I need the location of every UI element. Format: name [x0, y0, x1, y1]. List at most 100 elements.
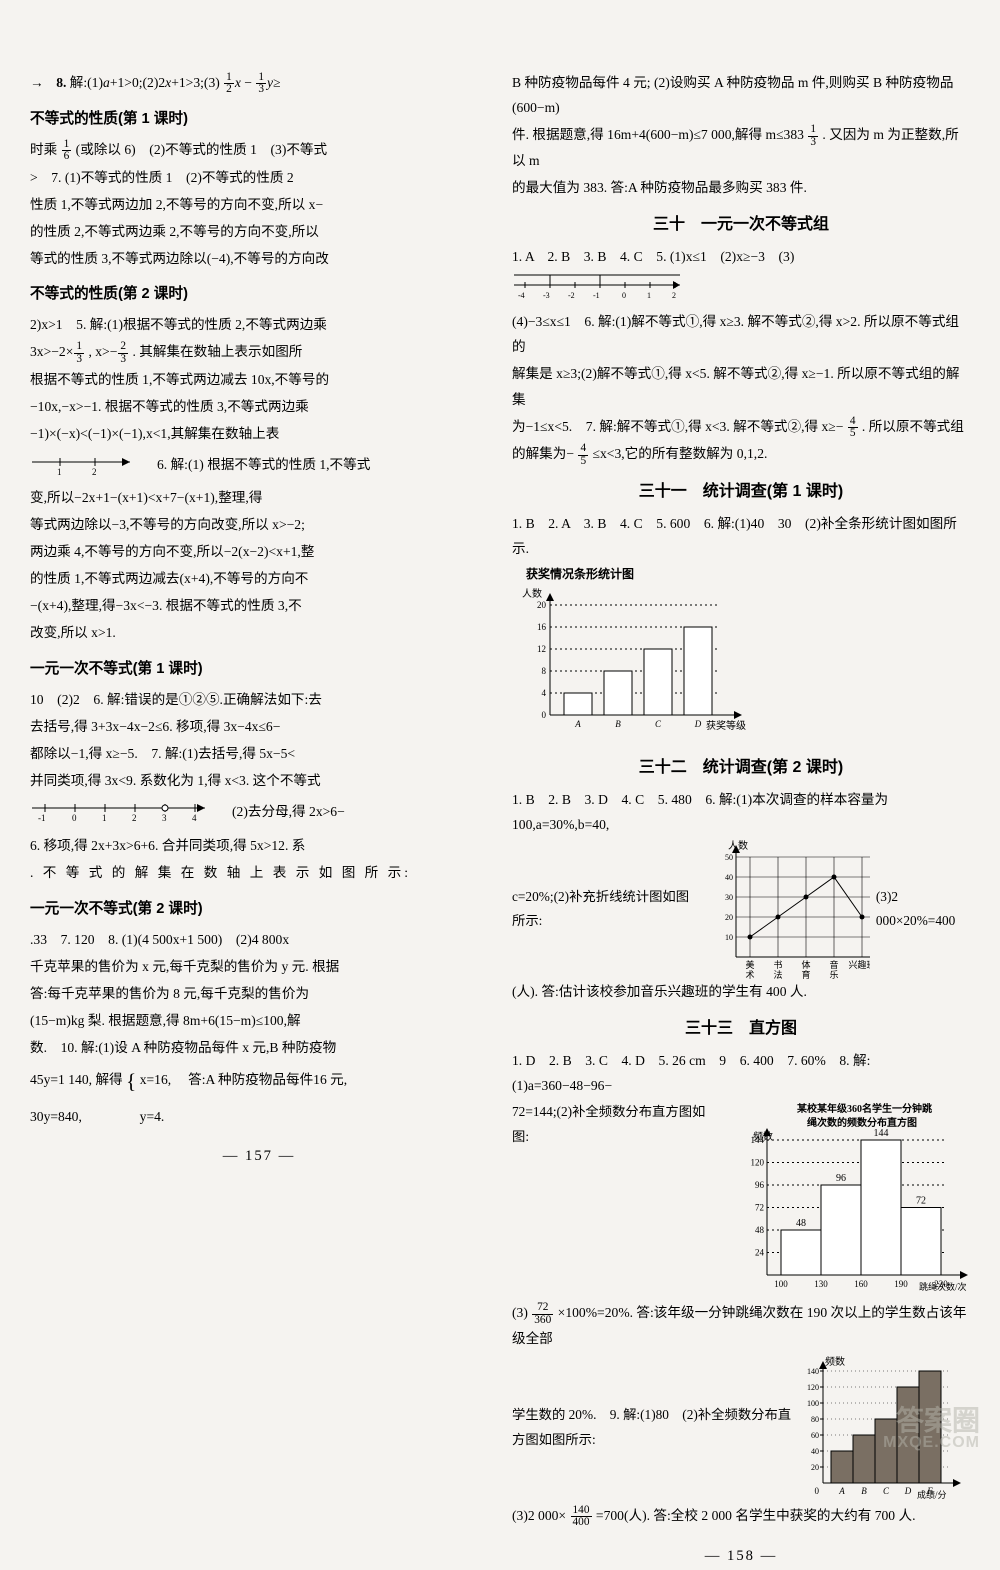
line-chart-32: 人数 1020304050 美术书法体育音乐兴趣班: [704, 839, 870, 979]
svg-text:190: 190: [894, 1279, 908, 1289]
svg-text:成绩/分: 成绩/分: [917, 1489, 947, 1500]
number-line-2: -1 0 1 2 3 4: [30, 795, 215, 823]
svg-text:某校某年级360名学生一分钟跳: 某校某年级360名学生一分钟跳: [797, 1102, 932, 1115]
p: 的性质 2,不等式两边乘 2,不等号的方向不变,所以: [30, 219, 488, 244]
p: 学生数的 20%. 9. 解:(1)80 (2)补全频数分布直方图如图所示:: [512, 1403, 795, 1452]
p: 的最大值为 383. 答:A 种防疫物品最多购买 383 件.: [512, 175, 970, 200]
chart31-title: 获奖情况条形统计图: [526, 563, 970, 585]
svg-text:-2: -2: [568, 291, 575, 299]
svg-text:80: 80: [811, 1415, 819, 1424]
p: 6. 移项,得 2x+3x>6+6. 合并同类项,得 5x>12. 系: [30, 833, 488, 858]
p: 件. 根据题意,得 16m+4(600−m)≤7 000,解得 m≤383 13…: [512, 122, 970, 173]
p: 的解集为− 45 ≤x<3,它的所有整数解为 0,1,2.: [512, 441, 970, 467]
svg-text:-1: -1: [38, 813, 46, 823]
p: 1. B 2. B 3. D 4. C 5. 480 6. 解:(1)本次调查的…: [512, 787, 970, 837]
heading-33: 三十三 直方图: [512, 1014, 970, 1044]
svg-text:跳绳次数/次: 跳绳次数/次: [919, 1281, 967, 1292]
right-column: B 种防疫物品每件 4 元; (2)设购买 A 种防疫物品 m 件,则购买 B …: [500, 70, 982, 1441]
svg-text:96: 96: [836, 1173, 846, 1184]
histogram-33: 某校某年级360名学生一分钟跳 绳次数的频数分布直方图 频数 244872961…: [717, 1100, 970, 1300]
p: 30y=840, y=4.: [30, 1104, 488, 1129]
svg-text:96: 96: [755, 1180, 765, 1190]
svg-text:72: 72: [755, 1203, 764, 1213]
svg-text:获奖等级: 获奖等级: [706, 719, 746, 732]
p: −(x+4),整理,得−3x<−3. 根据不等式的性质 3,不: [30, 593, 488, 618]
svg-text:C: C: [883, 1486, 890, 1496]
p: 10 (2)2 6. 解:错误的是①②⑤.正确解法如下:去: [30, 687, 488, 712]
p: 1. B 2. A 3. B 4. C 5. 600 6. 解:(1)40 30…: [512, 511, 970, 561]
svg-text:0: 0: [622, 291, 626, 299]
p: 去括号,得 3+3x−4x−2≤6. 移项,得 3x−4x≤6−: [30, 714, 488, 739]
svg-text:2: 2: [132, 813, 137, 823]
p: 2)x>1 5. 解:(1)根据不等式的性质 2,不等式两边乘: [30, 312, 488, 337]
svg-text:音: 音: [829, 959, 838, 970]
svg-text:0: 0: [542, 710, 547, 720]
svg-text:120: 120: [750, 1158, 764, 1168]
svg-text:-1: -1: [593, 291, 600, 299]
p: c=20%;(2)补充折线统计图如图所示:: [512, 885, 698, 934]
watermark: 答案圈 MXQE.COM: [883, 1407, 980, 1451]
svg-text:2: 2: [92, 467, 97, 475]
p: 改变,所以 x>1.: [30, 620, 488, 645]
left-column: → 8. 解:(1)a+1>0;(2)2x+1>3;(3) 12x − 13y≥…: [18, 70, 500, 1441]
svg-text:144: 144: [873, 1128, 888, 1139]
p: 都除以−1,得 x≥−5. 7. 解:(1)去括号,得 5x−5<: [30, 741, 488, 766]
p: −1)×(−x)<(−1)×(−1),x<1,其解集在数轴上表: [30, 421, 488, 446]
p: 千克苹果的售价为 x 元,每千克梨的售价为 y 元. 根据: [30, 954, 488, 979]
svg-text:40: 40: [725, 873, 733, 882]
svg-text:1: 1: [102, 813, 107, 823]
page-number-left: — 157 —: [30, 1143, 488, 1170]
p: 1 2 6. 解:(1) 根据不等式的性质 1,不等式: [30, 449, 488, 483]
p: -1 0 1 2 3 4 (2)去分母,得 2x>6−: [30, 795, 488, 831]
svg-text:60: 60: [811, 1431, 819, 1440]
heading-2: 不等式的性质(第 2 课时): [30, 281, 488, 308]
svg-text:乐: 乐: [829, 969, 838, 979]
p: 1. D 2. B 3. C 4. D 5. 26 cm 9 6. 400 7.…: [512, 1048, 970, 1098]
svg-text:频数: 频数: [825, 1355, 845, 1368]
svg-text:法: 法: [773, 969, 782, 979]
svg-text:D: D: [694, 719, 702, 729]
svg-text:1: 1: [647, 291, 651, 299]
p: 解集是 x≥3;(2)解不等式①,得 x<5. 解不等式②,得 x≥−1. 所以…: [512, 361, 970, 411]
svg-text:3: 3: [162, 813, 167, 823]
p: 时乘 16 (或除以 6) (2)不等式的性质 1 (3)不等式: [30, 137, 488, 163]
p: 变,所以−2x+1−(x+1)<x+7−(x+1),整理,得: [30, 485, 488, 510]
svg-text:140: 140: [807, 1367, 819, 1376]
svg-text:-3: -3: [543, 291, 550, 299]
svg-text:10: 10: [725, 933, 733, 942]
svg-text:兴趣班: 兴趣班: [848, 959, 869, 970]
p: .33 7. 120 8. (1)(4 500x+1 500) (2)4 800…: [30, 927, 488, 952]
svg-text:48: 48: [755, 1225, 765, 1235]
heading-3: 一元一次不等式(第 1 课时): [30, 656, 488, 683]
svg-text:4: 4: [542, 688, 547, 698]
svg-text:体: 体: [801, 959, 810, 970]
svg-text:2: 2: [672, 291, 676, 299]
p: 72=144;(2)补全频数分布直方图如图:: [512, 1100, 717, 1149]
p: 1. A 2. B 3. B 4. C 5. (1)x≤1 (2)x≥−3 (3…: [512, 244, 970, 307]
svg-text:50: 50: [725, 853, 733, 862]
p: (人). 答:估计该校参加音乐兴趣班的学生有 400 人.: [512, 979, 970, 1004]
svg-text:育: 育: [801, 969, 810, 979]
p: 等式的性质 3,不等式两边除以(−4),不等号的方向改: [30, 246, 488, 271]
p: −10x,−x>−1. 根据不等式的性质 3,不等式两边乘: [30, 394, 488, 419]
p: 两边乘 4,不等号的方向不变,所以−2(x−2)<x+1,整: [30, 539, 488, 564]
svg-text:100: 100: [807, 1399, 819, 1408]
p: > 7. (1)不等式的性质 1 (2)不等式的性质 2: [30, 165, 488, 190]
heading-4: 一元一次不等式(第 2 课时): [30, 896, 488, 923]
p: 等式两边除以−3,不等号的方向改变,所以 x>−2;: [30, 512, 488, 537]
p: 为−1≤x<5. 7. 解:解不等式①,得 x<3. 解不等式②,得 x≥− 4…: [512, 414, 970, 440]
svg-text:人数: 人数: [522, 587, 542, 600]
svg-text:A: A: [574, 719, 581, 729]
p: . 不 等 式 的 解 集 在 数 轴 上 表 示 如 图 所 示:: [30, 860, 488, 885]
intro-line: → 8. 解:(1)a+1>0;(2)2x+1>3;(3) 12x − 13y≥: [30, 70, 488, 96]
svg-text:40: 40: [811, 1447, 819, 1456]
svg-text:100: 100: [774, 1279, 788, 1289]
svg-text:A: A: [838, 1486, 845, 1496]
svg-text:20: 20: [725, 913, 733, 922]
p: (3) 72360 ×100%=20%. 答:该年级一分钟跳绳次数在 190 次…: [512, 1300, 970, 1351]
svg-text:48: 48: [796, 1218, 806, 1229]
bar-chart-31: 人数 048121620 ABCD 获奖等级: [516, 585, 756, 735]
p: 根据不等式的性质 1,不等式两边减去 10x,不等号的: [30, 367, 488, 392]
heading-1: 不等式的性质(第 1 课时): [30, 106, 488, 133]
svg-text:16: 16: [537, 622, 547, 632]
